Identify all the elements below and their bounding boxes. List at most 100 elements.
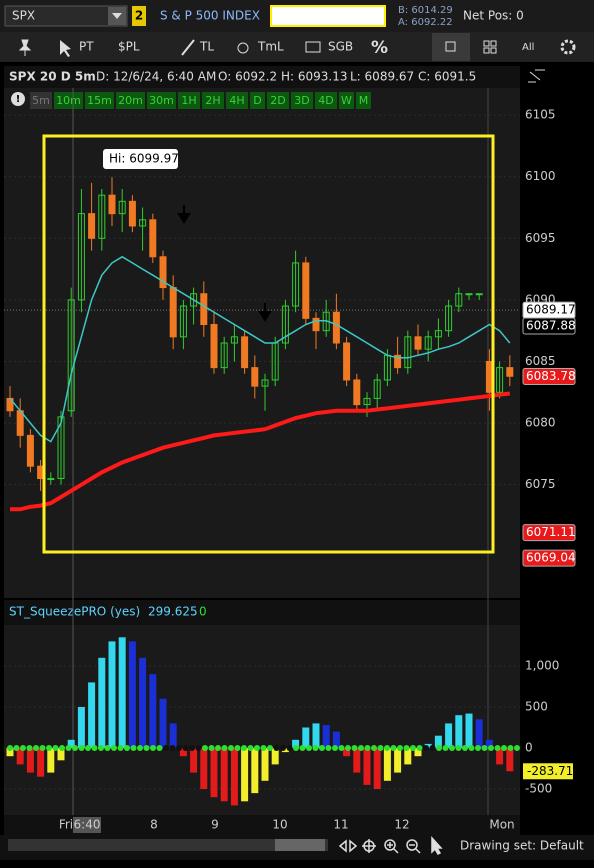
squeeze-dot — [176, 745, 182, 752]
squeeze-dot — [150, 745, 156, 752]
info-low: L: 6089.67 — [350, 70, 414, 84]
single-icon — [445, 41, 456, 52]
price-label: 6083.78 — [526, 369, 576, 383]
squeeze-dot — [241, 745, 247, 752]
histogram-bar — [179, 748, 187, 757]
timeframe-button[interactable] — [30, 92, 52, 109]
tl-icon — [181, 39, 195, 56]
candle-body — [149, 219, 157, 258]
info-icon[interactable] — [11, 92, 25, 106]
histogram-bar — [139, 657, 147, 749]
timeframe-button[interactable] — [226, 92, 248, 109]
timeframe-button[interactable] — [54, 92, 83, 109]
tool[interactable]: TL — [199, 40, 214, 54]
timeframe-button[interactable] — [116, 92, 145, 109]
zoom-tools[interactable] — [338, 836, 443, 855]
timeframe-button[interactable] — [250, 92, 265, 109]
candle-body — [434, 330, 442, 338]
timeframe-button[interactable] — [147, 92, 176, 109]
squeeze-dot — [195, 745, 202, 752]
price-pane — [4, 88, 520, 598]
squeeze-dot — [156, 745, 163, 752]
histogram-bar — [373, 748, 381, 790]
timeframe-button[interactable] — [85, 92, 114, 109]
candle-body — [179, 305, 187, 338]
candle-body — [414, 336, 422, 350]
squeeze-dot — [202, 745, 208, 752]
timeframe-label: 2D — [270, 94, 285, 107]
ask: A: 6092.22 — [398, 17, 453, 28]
squeeze-dot — [364, 745, 371, 752]
squeeze-dot — [429, 745, 436, 752]
tool-button[interactable] — [432, 33, 470, 61]
info-date: D: 12/6/24, 6:40 AM — [96, 70, 216, 84]
squeeze-dot — [254, 745, 260, 752]
settings-icon[interactable] — [560, 39, 576, 55]
timeframe-label: 15m — [87, 94, 112, 107]
scroll-thumb[interactable] — [275, 839, 325, 851]
histogram-bar — [434, 735, 442, 749]
timeframe-button[interactable] — [339, 92, 354, 109]
timeframe-button[interactable] — [178, 92, 200, 109]
pin-icon[interactable] — [18, 39, 32, 56]
timeframe-button[interactable] — [356, 92, 371, 109]
squeeze-dot — [26, 745, 33, 752]
squeeze-dot — [403, 745, 410, 752]
candle-body — [373, 379, 381, 399]
squeeze-dot — [416, 745, 423, 752]
candle-body — [169, 287, 177, 338]
expand-icon[interactable] — [528, 69, 545, 83]
squeeze-dot — [475, 745, 481, 752]
pointer-icon[interactable] — [60, 40, 71, 57]
timeframe-button[interactable] — [267, 92, 289, 109]
tool[interactable]: PT — [79, 40, 94, 54]
candle-body — [455, 293, 463, 307]
tool[interactable]: All — [522, 42, 534, 53]
histogram-bar — [88, 682, 96, 749]
tool[interactable]: % — [371, 38, 388, 58]
tool[interactable]: SGB — [328, 40, 353, 54]
timeframe-label: 4H — [229, 94, 244, 107]
histogram-bar — [149, 674, 157, 749]
histogram-bar — [424, 743, 432, 749]
histogram-bar — [394, 748, 402, 773]
timeframe-label: 3D — [294, 94, 309, 107]
candle-body — [57, 416, 65, 480]
timeframe-button[interactable] — [315, 92, 337, 109]
time-label: 6:40 — [74, 818, 101, 832]
squeeze-dot — [462, 745, 468, 752]
histogram-bar — [475, 719, 483, 749]
study-extra: 0 — [199, 605, 207, 619]
timeframe-button[interactable] — [291, 92, 313, 109]
y-tick-label: 0 — [525, 741, 533, 755]
candle-body — [394, 354, 402, 369]
squeeze-dot — [13, 745, 20, 752]
squeeze-dot — [72, 745, 78, 752]
candle-body — [261, 379, 269, 387]
grid-icon[interactable] — [483, 40, 497, 54]
drawing-set[interactable]: Drawing set: Default — [460, 839, 584, 853]
link-badge[interactable] — [132, 6, 146, 26]
price-label-box — [522, 524, 576, 542]
tool[interactable]: TmL — [257, 40, 284, 54]
histogram-bar — [169, 723, 177, 749]
time-cursor-box — [73, 817, 101, 833]
squeeze-dot — [52, 745, 59, 752]
squeeze-dot — [208, 745, 215, 752]
histogram-bar — [261, 748, 269, 781]
timeframe-label: 5m — [32, 94, 50, 107]
squeeze-dot — [124, 745, 130, 752]
time-label: 11 — [333, 818, 348, 832]
squeeze-dot — [293, 745, 299, 752]
candle-body — [465, 293, 473, 296]
squeeze-dot — [273, 745, 280, 752]
symbol-box[interactable] — [4, 5, 128, 27]
squeeze-dot — [436, 745, 442, 752]
tool[interactable]: $PL — [118, 40, 140, 54]
quick-input[interactable] — [270, 5, 386, 27]
timeframe-button[interactable] — [202, 92, 224, 109]
moving-average — [9, 255, 511, 443]
histogram-bar — [292, 739, 300, 749]
scrollbar[interactable] — [8, 839, 328, 851]
squeeze-dot — [325, 745, 332, 752]
